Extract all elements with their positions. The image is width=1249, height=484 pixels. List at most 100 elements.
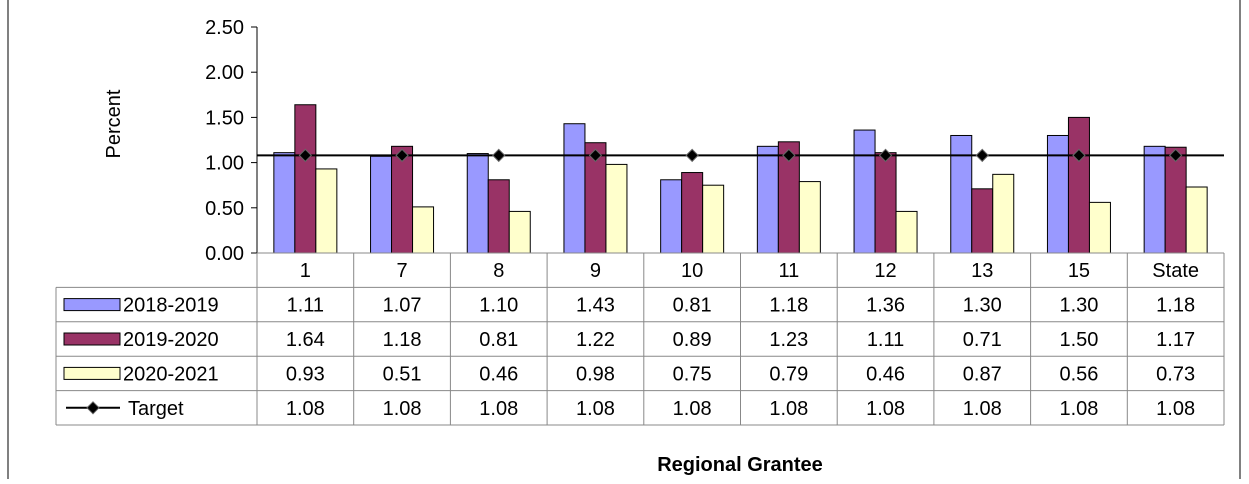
legend-key [63,332,121,346]
data-label: 1.08 [1059,398,1098,420]
bar [874,152,897,254]
data-label: 0.87 [963,363,1002,385]
bar [1046,134,1069,254]
data-label: 0.81 [673,295,712,317]
data-label: 1.11 [287,295,324,317]
x-tick-label: 15 [1068,260,1090,282]
target-marker [685,148,699,163]
target-marker [395,148,409,163]
bar [315,168,338,254]
x-tick-label: 12 [874,260,896,282]
x-tick-label: 10 [681,260,703,282]
data-label: 1.50 [1059,329,1098,351]
y-tick-label: 1.50 [205,107,244,129]
bar [681,172,704,254]
data-label: 0.51 [383,363,422,385]
data-label: 1.36 [866,295,905,317]
bar [294,104,317,254]
bar [853,129,876,254]
data-label: 0.81 [479,329,518,351]
bar [1164,146,1187,254]
data-label: 1.43 [576,295,615,317]
data-label: 1.08 [769,398,808,420]
data-label: 0.46 [866,363,905,385]
data-label: 0.98 [576,363,615,385]
plot-area: 0.00 0.50 1.00 1.50 2.00 2.50 [7,0,1241,479]
bar [798,181,821,254]
data-label: 0.71 [963,329,1002,351]
legend-label: Target [128,398,184,420]
data-label: 0.75 [673,363,712,385]
bar [660,179,683,254]
x-tick-label: 8 [493,260,504,282]
data-label: 0.89 [673,329,712,351]
x-tick-label: 1 [300,260,311,282]
data-label: 1.08 [963,398,1002,420]
data-label: 1.08 [286,398,325,420]
data-label: 1.08 [866,398,905,420]
data-label: 1.07 [383,295,422,317]
data-label: 1.30 [963,295,1002,317]
legend-key [63,298,121,312]
target-marker [878,148,893,163]
bar [702,184,725,254]
bar [971,188,994,254]
bar [950,134,973,254]
data-label: 1.08 [479,398,518,420]
data-label: 1.18 [1156,295,1195,317]
data-label: 1.22 [576,329,615,351]
bar [391,145,414,254]
x-axis-label: Regional Grantee [657,454,823,476]
bar [508,210,531,254]
data-label: 1.10 [479,295,518,317]
legend-label: 2020-2021 [123,363,219,385]
bar [895,210,918,254]
bar [992,173,1015,254]
x-tick-label: State [1152,260,1199,282]
y-axis-label: Percent [103,89,125,158]
target-marker [1168,148,1183,163]
bar [273,152,296,254]
target-marker [975,148,989,163]
data-label: 1.30 [1059,295,1098,317]
data-label: 1.18 [383,329,422,351]
data-label: 1.08 [673,398,712,420]
data-label: 1.11 [867,329,904,351]
target-marker [1072,148,1086,163]
data-label: 1.64 [286,329,325,351]
bar [1067,116,1090,254]
data-table: 1 7 8 9 10 11 12 13 15 State 2018-2019 1.11 1.07 1.10… [55,252,1225,426]
bar [756,145,779,254]
x-tick-label: 7 [396,260,407,282]
target-marker [588,148,603,163]
x-tick-label: 9 [590,260,601,282]
data-label: 1.17 [1156,329,1195,351]
y-tick-label: 0.00 [205,243,244,265]
data-label: 1.08 [576,398,615,420]
legend-key [63,366,121,380]
data-label: 0.93 [286,363,325,385]
target-marker [782,148,796,163]
bar [466,153,489,254]
data-label: 1.23 [769,329,808,351]
y-tick-label: 0.50 [205,198,244,220]
bar [605,163,628,254]
bar [412,206,435,254]
data-label: 1.08 [1156,398,1195,420]
legend-label: 2018-2019 [123,295,219,317]
data-label: 0.56 [1059,363,1098,385]
bar [1088,201,1111,254]
legend-label: 2019-2020 [123,329,219,351]
bar [370,155,393,254]
y-tick-label: 2.50 [205,17,244,39]
data-label: 0.73 [1156,363,1195,385]
bar [1143,145,1166,254]
target-marker [298,148,313,163]
x-tick-label: 13 [971,260,993,282]
bar [563,123,586,254]
data-label: 0.46 [479,363,518,385]
x-tick-label: 11 [778,260,799,282]
target-marker [492,148,506,163]
